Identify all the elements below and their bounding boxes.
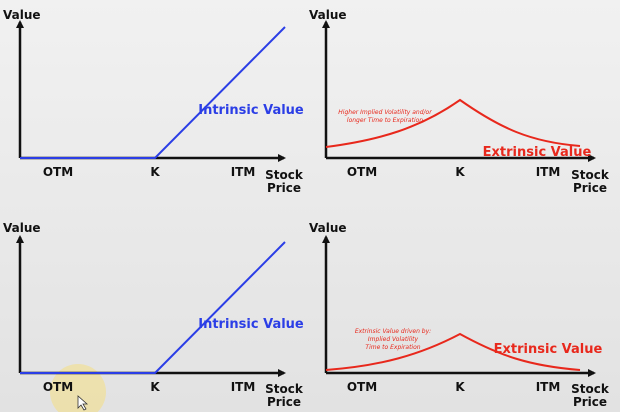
panel: Value OTM K ITM Stock Price Extrinsic Va…	[309, 221, 610, 409]
x-axis-label: Price	[573, 181, 607, 195]
extrinsic-curve	[325, 332, 581, 371]
panel: Value OTM K ITM Stock Price Intrinsic Va…	[3, 221, 304, 409]
x-axis-label: Stock	[265, 382, 304, 396]
panel: Value OTM K ITM Stock Price Intrinsic Va…	[3, 8, 304, 195]
x-label: ITM	[231, 380, 256, 394]
x-label: OTM	[43, 165, 73, 179]
cursor-highlight	[50, 364, 106, 412]
panel: Value OTM K ITM Stock Price Extrinsic Va…	[309, 8, 610, 195]
y-axis-label: Value	[309, 8, 347, 22]
x-axis-label: Stock	[265, 168, 304, 182]
x-label: OTM	[43, 380, 73, 394]
annotation: Extrinsic Value driven by:	[355, 328, 431, 335]
curve-label: Intrinsic Value	[198, 317, 304, 332]
annotation: Implied Volatility	[368, 336, 419, 343]
x-label: K	[455, 380, 465, 394]
annotation: Time to Expiration	[365, 344, 420, 351]
x-label: OTM	[347, 165, 377, 179]
x-label: ITM	[536, 165, 561, 179]
curve-label: Extrinsic Value	[483, 145, 592, 160]
y-axis-label: Value	[3, 8, 41, 22]
x-label: ITM	[536, 380, 561, 394]
intrinsic-curve	[20, 26, 286, 159]
x-axis-label: Price	[573, 395, 607, 409]
x-axis-label: Stock	[571, 382, 610, 396]
intrinsic-curve	[20, 241, 286, 374]
mouse-cursor	[77, 395, 89, 411]
y-axis-label: Value	[309, 221, 347, 235]
curve-label: Extrinsic Value	[494, 342, 603, 357]
x-label: K	[150, 380, 160, 394]
y-axis-label: Value	[3, 221, 41, 235]
x-axis-label: Price	[267, 395, 301, 409]
curve-label: Intrinsic Value	[198, 103, 304, 118]
x-label: K	[150, 165, 160, 179]
x-label: K	[455, 165, 465, 179]
x-label: ITM	[231, 165, 256, 179]
annotation: longer Time to Expiration	[347, 117, 423, 124]
annotation: Higher Implied Volatility and/or	[338, 109, 432, 116]
x-label: OTM	[347, 380, 377, 394]
x-axis-label: Price	[267, 181, 301, 195]
x-axis-label: Stock	[571, 168, 610, 182]
extrinsic-curve	[325, 98, 581, 148]
